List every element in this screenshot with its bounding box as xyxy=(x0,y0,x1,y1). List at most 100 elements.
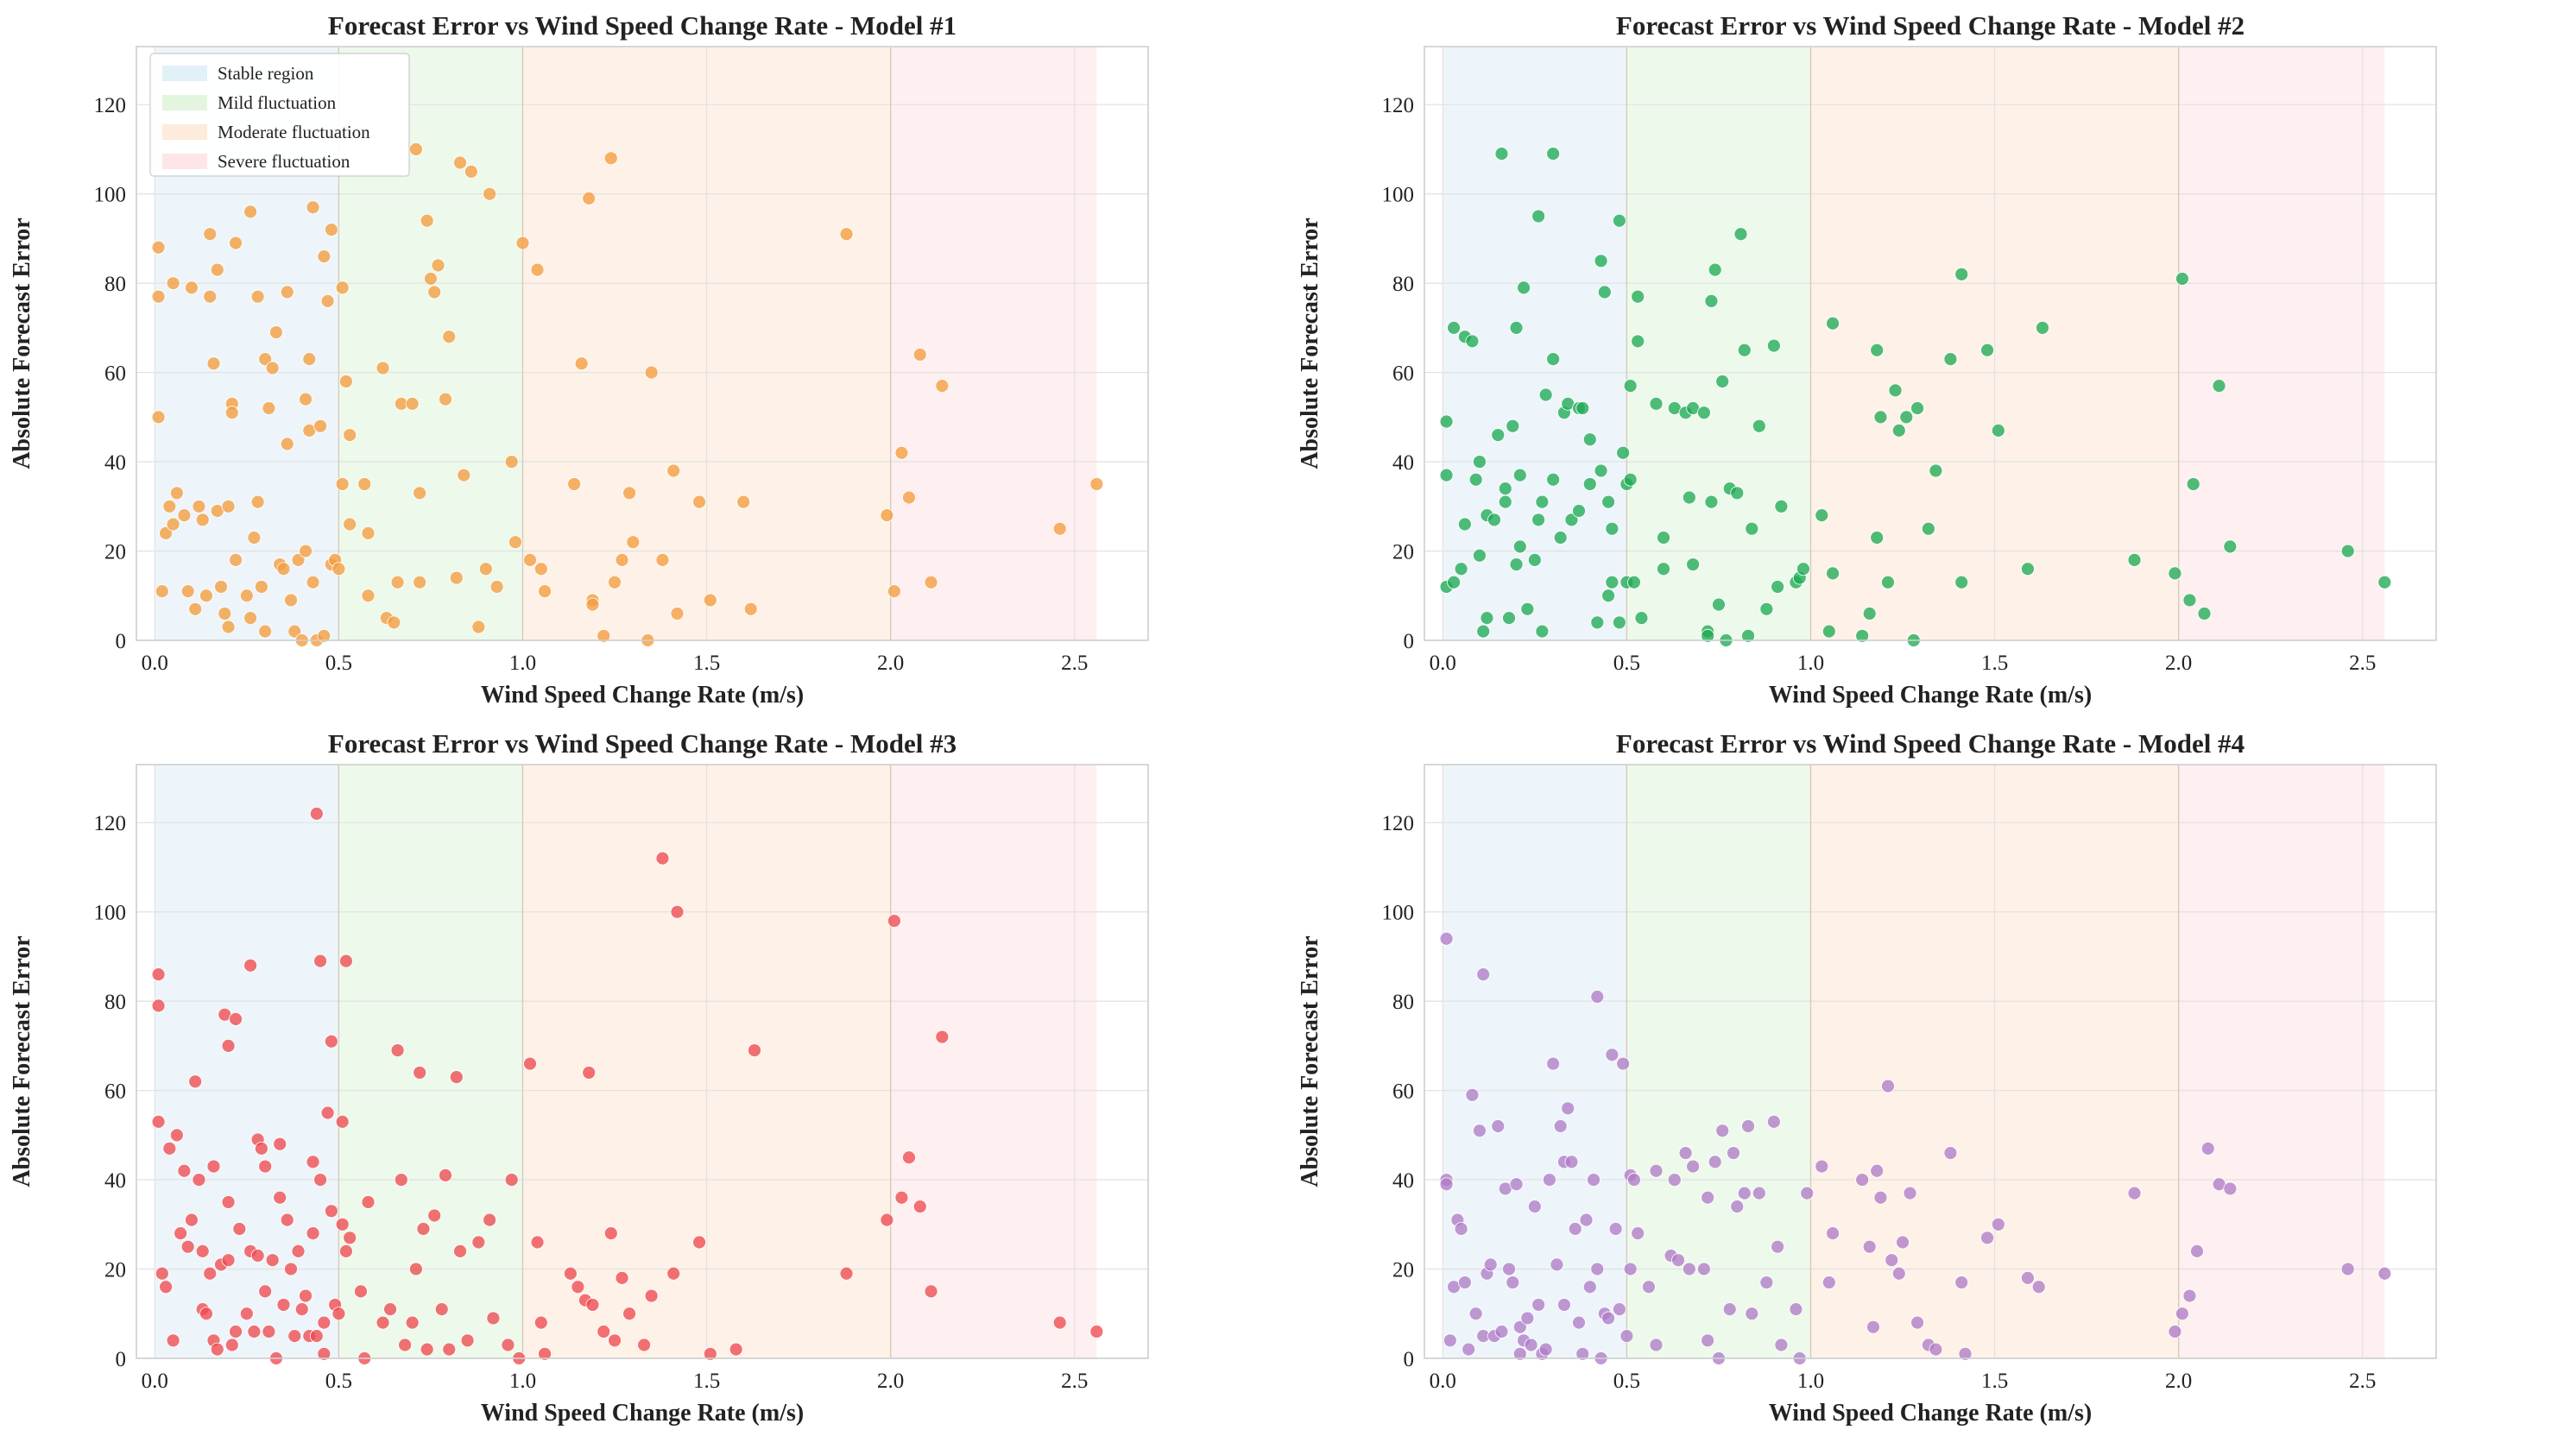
data-point xyxy=(339,1244,353,1258)
data-point xyxy=(743,601,758,616)
x-axis-label: Wind Speed Change Rate (m/s) xyxy=(481,682,804,709)
data-point xyxy=(571,1280,585,1294)
data-point xyxy=(2223,1181,2238,1196)
data-point xyxy=(1921,521,1935,536)
data-point xyxy=(1708,1155,1722,1169)
data-point xyxy=(1538,1342,1553,1357)
data-point xyxy=(265,1253,280,1268)
data-point xyxy=(313,419,327,433)
data-point xyxy=(626,535,641,550)
data-point xyxy=(413,575,427,589)
data-point xyxy=(361,526,376,540)
data-point xyxy=(880,1212,894,1227)
data-point xyxy=(287,1329,302,1344)
data-point xyxy=(1509,557,1524,571)
data-point xyxy=(912,1200,927,1214)
data-point xyxy=(1454,1222,1468,1236)
data-point xyxy=(1870,1163,1885,1178)
data-point xyxy=(1822,624,1836,639)
data-point xyxy=(413,486,427,501)
data-point xyxy=(1494,147,1509,161)
data-point xyxy=(166,517,180,532)
data-point xyxy=(1631,1226,1645,1241)
data-point xyxy=(394,1173,408,1187)
data-point xyxy=(306,575,320,589)
data-point xyxy=(1520,1311,1535,1326)
y-tick-label: 0 xyxy=(116,1348,127,1371)
data-point xyxy=(1678,1146,1693,1160)
data-point xyxy=(1631,334,1645,349)
data-point xyxy=(258,352,273,367)
data-point xyxy=(169,1128,184,1143)
data-point xyxy=(1881,1079,1895,1093)
data-point xyxy=(306,1226,320,1241)
data-point xyxy=(177,508,192,523)
data-point xyxy=(1473,455,1487,469)
data-point xyxy=(1896,1235,1910,1250)
data-point xyxy=(1612,615,1626,630)
data-point xyxy=(1527,552,1542,567)
data-point xyxy=(1815,1159,1829,1174)
data-point xyxy=(188,1074,203,1089)
data-point xyxy=(1891,423,1906,438)
data-point xyxy=(2021,562,2035,576)
data-point xyxy=(192,499,206,513)
data-point xyxy=(313,954,327,968)
chart-title: Forecast Error vs Wind Speed Change Rate… xyxy=(328,728,957,759)
data-point xyxy=(1696,1262,1711,1276)
y-tick-label: 120 xyxy=(1382,812,1415,835)
data-point xyxy=(151,240,166,255)
data-point xyxy=(1634,611,1649,626)
data-point xyxy=(1561,1101,1575,1116)
data-point xyxy=(538,1346,552,1361)
region-band-1 xyxy=(1443,765,1627,1358)
axes-frame xyxy=(136,764,1149,1359)
chart-panel-model-3: 0.0 0.5 1.0 1.5 2.0 2.5 0 20 40 60 80 100 120 Forecas… xyxy=(0,718,1288,1436)
data-point xyxy=(585,1298,600,1312)
data-point xyxy=(1642,1280,1656,1294)
data-point xyxy=(1557,1298,1571,1312)
data-point xyxy=(1891,1266,1906,1281)
data-point xyxy=(199,589,213,603)
data-point xyxy=(449,1070,464,1085)
data-point xyxy=(2377,575,2392,589)
data-point xyxy=(597,628,611,643)
data-point xyxy=(221,499,236,513)
data-point xyxy=(1873,1190,1888,1205)
data-point xyxy=(2212,379,2226,394)
data-point xyxy=(195,1244,210,1258)
data-point xyxy=(1704,494,1719,509)
data-point xyxy=(1704,293,1719,308)
data-point xyxy=(615,552,629,567)
data-point xyxy=(1443,1333,1457,1348)
y-tick-label: 20 xyxy=(1392,541,1414,564)
data-point xyxy=(880,508,894,523)
data-point xyxy=(159,1280,173,1294)
data-point xyxy=(1649,1163,1664,1178)
data-point xyxy=(2182,1288,2197,1303)
data-point xyxy=(1881,575,1895,589)
data-point xyxy=(210,262,224,277)
data-point xyxy=(523,552,537,567)
legend-label: Mild fluctuation xyxy=(218,92,337,113)
data-point xyxy=(250,494,265,509)
data-point xyxy=(1715,1124,1730,1138)
data-point xyxy=(887,914,901,928)
data-point xyxy=(1730,1200,1745,1214)
data-point xyxy=(1473,548,1487,563)
data-point xyxy=(162,1141,177,1156)
y-tick-label: 120 xyxy=(94,812,127,835)
data-point xyxy=(1439,931,1454,946)
data-point xyxy=(1929,1342,1943,1357)
data-point xyxy=(1745,521,1759,536)
data-point xyxy=(442,330,457,344)
data-point xyxy=(262,401,276,415)
data-point xyxy=(151,998,166,1013)
data-point xyxy=(1517,280,1531,295)
data-point xyxy=(748,1043,761,1057)
data-point xyxy=(420,213,434,228)
x-tick-label: 0.0 xyxy=(1430,1370,1456,1393)
data-point xyxy=(1929,463,1943,478)
data-point xyxy=(534,562,548,576)
data-point xyxy=(155,1266,169,1281)
